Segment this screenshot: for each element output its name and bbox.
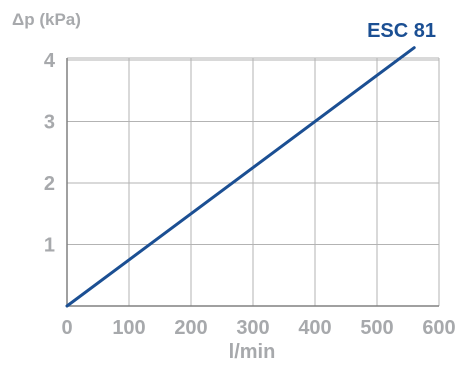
grid — [67, 57, 440, 306]
x-tick-label: 400 — [298, 317, 331, 339]
x-tick-label: 100 — [112, 317, 145, 339]
x-tick-label: 500 — [360, 317, 393, 339]
y-tick-label: 2 — [44, 173, 55, 195]
x-tick-label: 300 — [236, 317, 269, 339]
x-tick-label: 0 — [61, 317, 72, 339]
y-tick-label: 4 — [44, 50, 56, 72]
y-tick-label: 3 — [44, 112, 55, 134]
y-tick-label: 1 — [44, 235, 55, 257]
plot-area — [65, 46, 416, 308]
y-axis-title: Δp (kPa) — [12, 10, 81, 29]
chart-title: ESC 81 — [367, 20, 436, 42]
series-line — [65, 46, 416, 308]
tick-labels: 0 100 200 300 400 500 600 1 2 3 4 — [44, 50, 456, 339]
x-axis-title: l/min — [229, 341, 276, 363]
x-tick-label: 600 — [422, 317, 455, 339]
x-tick-label: 200 — [174, 317, 207, 339]
axes — [66, 58, 439, 307]
